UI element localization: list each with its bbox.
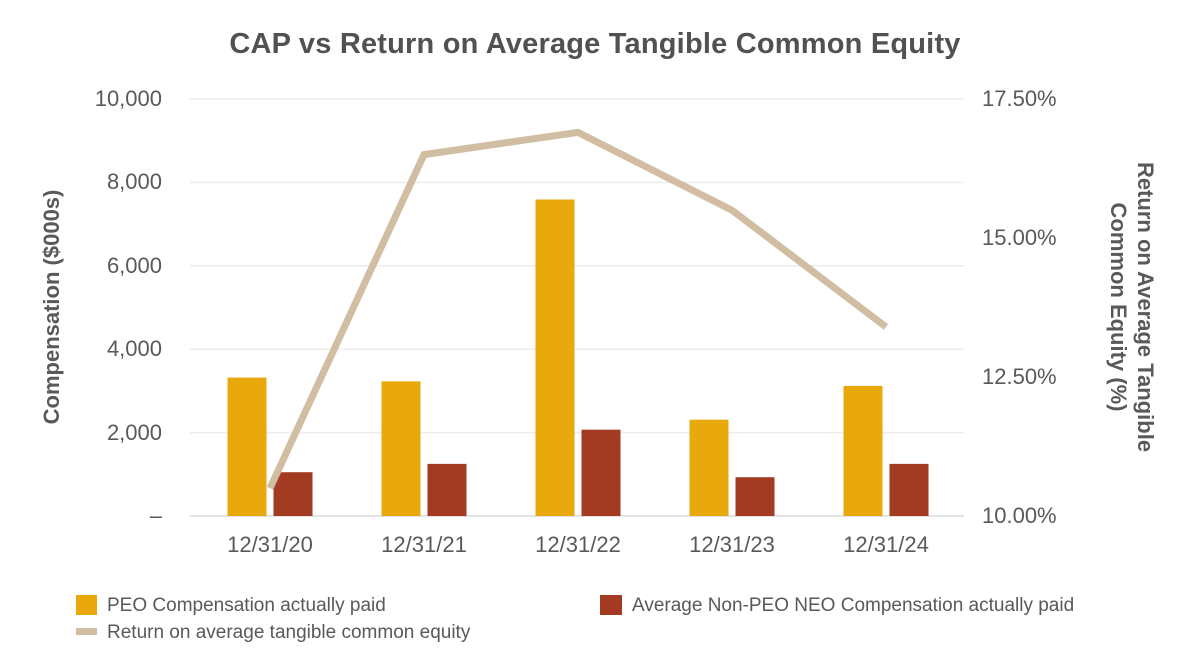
right-axis-title: Return on Average Tangible Common Equity… [1105, 162, 1159, 452]
peo-bar [535, 199, 575, 516]
chart-title: CAP vs Return on Average Tangible Common… [229, 28, 961, 60]
x-axis-tick-label: 12/31/21 [381, 532, 467, 557]
legend-swatch-peo [76, 595, 97, 615]
right-axis-title-line-1: Return on Average Tangible [1133, 161, 1158, 453]
gridlines [190, 98, 964, 517]
x-axis-tick-label: 12/31/24 [843, 532, 929, 557]
peo-bar [381, 381, 421, 516]
y-left-tick-label: 6,000 [106, 252, 162, 278]
y-right-tick-label: 10.00% [982, 503, 1057, 528]
peo-bar-series [227, 199, 883, 516]
non-peo-bar [273, 472, 313, 516]
non-peo-bar [581, 429, 621, 516]
y-left-tick-label: 4,000 [106, 336, 162, 362]
legend-label-peo: PEO Compensation actually paid [107, 595, 386, 616]
y-right-tick-label: 12.50% [982, 364, 1057, 389]
right-axis-title-line-2: Common Equity (%) [1106, 202, 1131, 412]
roatce-line [266, 128, 889, 490]
peo-bar [843, 385, 883, 516]
non-peo-bar [735, 477, 775, 516]
peo-bar [227, 377, 267, 516]
y-right-tick-label: 15.00% [982, 225, 1057, 250]
roatce-line-series [266, 128, 889, 490]
y-left-tick-label: 10,000 [94, 86, 162, 111]
x-axis-tick-label: 12/31/20 [227, 532, 313, 557]
legend-label-roatce-line: Return on average tangible common equity [107, 622, 471, 643]
non-peo-bar [889, 463, 929, 516]
legend-swatch-non-peo [600, 595, 622, 615]
legend-swatch-roatce-line [76, 628, 97, 635]
left-axis-title: Compensation ($000s) [39, 189, 64, 425]
y-left-tick-label: 2,000 [106, 419, 162, 445]
x-axis-tick-label: 12/31/23 [689, 532, 775, 557]
x-axis-tick-label: 12/31/22 [535, 532, 621, 557]
non-peo-bar [427, 463, 467, 516]
legend-label-non-peo: Average Non-PEO NEO Compensation actuall… [632, 595, 1075, 616]
y-left-tick-label: 8,000 [106, 169, 162, 195]
y-left-tick-label: – [149, 503, 162, 528]
y-right-tick-label: 17.50% [982, 86, 1057, 111]
non-peo-bar-series [273, 429, 929, 516]
peo-bar [689, 419, 729, 516]
